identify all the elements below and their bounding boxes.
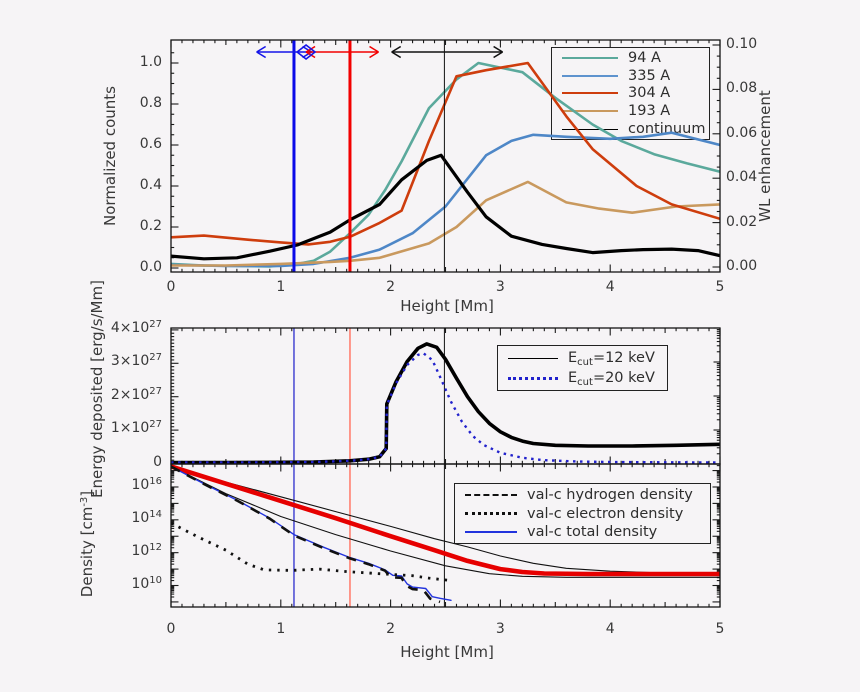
tick-label: 1 [276, 279, 286, 295]
legend-label: Ecut=20 keV [568, 370, 655, 388]
legend-item: 304 A [552, 85, 709, 101]
tick-label: 0.08 [726, 80, 758, 97]
curve-val-c-total-density [171, 465, 452, 601]
legend-line-94A [562, 56, 618, 59]
legend-line-continuum [562, 128, 618, 130]
tick-label: 3 [495, 279, 505, 295]
tick-label: 3 [495, 621, 505, 637]
legend-item: val-c total density [455, 524, 710, 540]
curve-193-a [171, 180, 720, 267]
tick-label: 1010 [131, 574, 162, 592]
legend-label: val-c hydrogen density [527, 486, 693, 503]
tick-label: 5 [715, 621, 725, 637]
legend-label: 193 A [628, 103, 671, 120]
legend-line-193A [562, 110, 618, 113]
tick-label: 0.0 [139, 259, 162, 275]
curve-val-c-electron-density [171, 521, 452, 582]
curve-val-c-hydrogen-density [171, 465, 441, 604]
bottom-y-axis-label: Density [cm-3] [78, 490, 96, 598]
diamond-marker [295, 43, 317, 61]
tick-label: 0.02 [726, 213, 758, 230]
curve-continuum [171, 153, 720, 261]
tick-label: 0.04 [726, 169, 758, 186]
legend-line-valc-total [465, 531, 517, 534]
legend-item: Ecut=12 keV [498, 350, 667, 368]
middle-legend: Ecut=12 keV Ecut=20 keV [497, 345, 668, 391]
top-y-axis-label-right: WL enhancement [756, 90, 774, 222]
legend-line-ecut20 [508, 376, 558, 380]
tick-label: 0.10 [726, 36, 758, 52]
top-legend: 94 A 335 A 304 A 193 A continuum [551, 47, 710, 140]
legend-label: continuum [628, 121, 706, 138]
tick-label: 1012 [131, 541, 162, 559]
tick-label: 1014 [131, 508, 162, 526]
top-y-axis-label-left: Normalized counts [101, 86, 119, 226]
legend-item: continuum [552, 121, 709, 137]
legend-label: val-c electron density [527, 505, 684, 522]
bottom-legend: val-c hydrogen density val-c electron de… [454, 483, 711, 544]
curve-335-a [171, 131, 720, 268]
legend-label: 304 A [628, 85, 671, 102]
legend-line-ecut12 [508, 357, 558, 359]
legend-item: val-c electron density [455, 506, 710, 522]
legend-label: 335 A [628, 67, 671, 84]
tick-label: 0.06 [726, 124, 758, 141]
range-arrow [305, 45, 379, 59]
legend-label: Ecut=12 keV [568, 350, 655, 368]
tick-label: 0 [166, 279, 176, 295]
legend-item: val-c hydrogen density [455, 487, 710, 503]
legend-item: 193 A [552, 103, 709, 119]
range-arrow [256, 45, 312, 59]
legend-label: 94 A [628, 49, 661, 66]
top-x-axis-label: Height [Mm] [400, 297, 494, 315]
tick-label: 1 [276, 621, 286, 637]
legend-line-335A [562, 74, 618, 77]
bottom-x-axis-label: Height [Mm] [400, 643, 494, 661]
legend-line-valc-electron [465, 512, 517, 515]
tick-label: 5 [715, 279, 725, 295]
range-arrow [391, 45, 504, 59]
legend-item: 94 A [552, 50, 709, 66]
tick-label: 2 [386, 621, 396, 637]
tick-label: 1016 [131, 475, 162, 493]
legend-item: Ecut=20 keV [498, 370, 667, 388]
tick-label: 0 [166, 621, 176, 637]
tick-label: 2 [386, 279, 396, 295]
legend-label: val-c total density [527, 524, 658, 541]
tick-label: 4 [605, 279, 615, 295]
legend-item: 335 A [552, 68, 709, 84]
legend-line-304A [562, 92, 618, 95]
tick-label: 0.00 [726, 258, 758, 274]
tick-label: 4 [605, 621, 615, 637]
legend-line-valc-hydrogen [465, 493, 517, 496]
